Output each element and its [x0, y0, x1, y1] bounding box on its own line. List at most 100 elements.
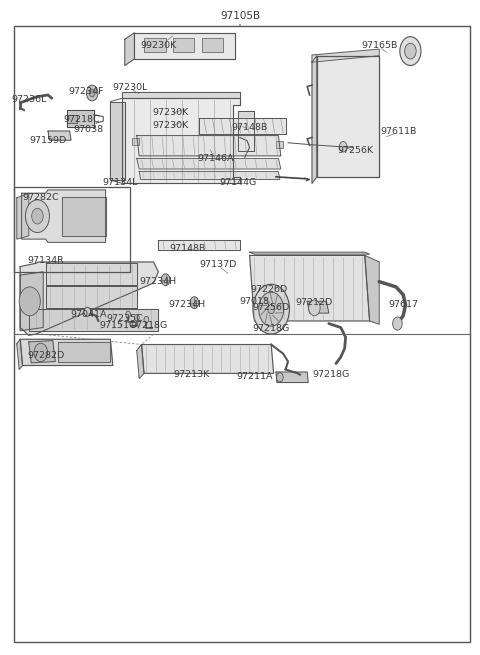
- Polygon shape: [365, 255, 379, 324]
- Text: 97144G: 97144G: [219, 178, 256, 187]
- Text: 97213K: 97213K: [174, 370, 210, 379]
- Circle shape: [253, 284, 289, 334]
- Polygon shape: [122, 92, 240, 98]
- Polygon shape: [62, 196, 106, 236]
- Circle shape: [339, 141, 347, 152]
- Polygon shape: [142, 345, 274, 373]
- Circle shape: [268, 305, 275, 314]
- Polygon shape: [134, 33, 235, 59]
- Text: 97218G: 97218G: [130, 321, 168, 330]
- Text: 97282C: 97282C: [23, 193, 59, 202]
- Polygon shape: [20, 262, 158, 335]
- Circle shape: [259, 292, 284, 326]
- Text: 97235C: 97235C: [107, 314, 143, 323]
- Text: 99230K: 99230K: [140, 41, 177, 50]
- Text: 97148B: 97148B: [231, 123, 268, 132]
- Polygon shape: [67, 110, 94, 127]
- Circle shape: [161, 274, 170, 286]
- Polygon shape: [139, 172, 280, 179]
- Text: 97236L: 97236L: [11, 95, 47, 104]
- Polygon shape: [22, 190, 106, 242]
- Polygon shape: [125, 33, 134, 66]
- Text: 97256D: 97256D: [252, 303, 290, 312]
- Text: 97218G: 97218G: [312, 370, 350, 379]
- Circle shape: [400, 37, 421, 66]
- Text: 97038: 97038: [74, 124, 104, 134]
- Text: 97159D: 97159D: [29, 136, 67, 145]
- Circle shape: [89, 89, 95, 97]
- Polygon shape: [250, 252, 370, 254]
- Polygon shape: [137, 136, 281, 156]
- Text: 97137D: 97137D: [200, 260, 237, 269]
- Text: 97218G: 97218G: [252, 324, 290, 333]
- Circle shape: [190, 297, 199, 309]
- Circle shape: [393, 317, 402, 330]
- Circle shape: [86, 85, 98, 101]
- Circle shape: [276, 373, 283, 382]
- Circle shape: [34, 343, 48, 362]
- Text: 97105B: 97105B: [220, 11, 260, 22]
- Polygon shape: [250, 255, 370, 321]
- Polygon shape: [276, 372, 308, 383]
- Polygon shape: [46, 286, 137, 308]
- Text: 97226D: 97226D: [250, 285, 288, 294]
- Text: 97218C: 97218C: [63, 115, 100, 124]
- Text: 97617: 97617: [388, 300, 418, 309]
- Polygon shape: [317, 56, 379, 177]
- Polygon shape: [312, 56, 317, 183]
- Polygon shape: [29, 341, 55, 363]
- Text: 97230K: 97230K: [152, 108, 189, 117]
- Polygon shape: [17, 339, 23, 369]
- Circle shape: [84, 307, 91, 316]
- Text: 97134L: 97134L: [102, 178, 138, 187]
- Bar: [144, 38, 166, 52]
- Polygon shape: [307, 301, 329, 313]
- Text: 97134R: 97134R: [27, 256, 64, 265]
- Text: 97234F: 97234F: [69, 87, 104, 96]
- Text: 97234H: 97234H: [140, 277, 177, 286]
- Text: 97018: 97018: [240, 297, 269, 306]
- Text: 97212D: 97212D: [296, 298, 333, 307]
- Text: 97282D: 97282D: [27, 350, 64, 360]
- Polygon shape: [20, 339, 113, 365]
- Polygon shape: [20, 272, 43, 331]
- Text: 97611B: 97611B: [380, 126, 417, 136]
- Bar: [14, 187, 130, 272]
- Bar: [173, 38, 194, 52]
- Polygon shape: [29, 309, 158, 331]
- Circle shape: [405, 43, 416, 59]
- Text: 97165B: 97165B: [361, 41, 397, 50]
- Text: 97211A: 97211A: [236, 372, 273, 381]
- Bar: [132, 138, 139, 145]
- Polygon shape: [58, 342, 110, 362]
- Polygon shape: [122, 98, 240, 183]
- Polygon shape: [137, 345, 144, 379]
- Polygon shape: [17, 193, 29, 239]
- Text: 97256K: 97256K: [337, 146, 373, 155]
- Text: 97041A: 97041A: [71, 310, 107, 319]
- Circle shape: [144, 316, 149, 323]
- Text: 97234H: 97234H: [168, 300, 206, 309]
- Circle shape: [134, 314, 139, 321]
- Circle shape: [32, 208, 43, 224]
- Text: 97230K: 97230K: [152, 121, 189, 130]
- Polygon shape: [238, 111, 254, 151]
- Text: 97230L: 97230L: [112, 83, 147, 92]
- Bar: [202, 38, 223, 52]
- Circle shape: [126, 311, 131, 318]
- Circle shape: [25, 200, 49, 233]
- Polygon shape: [46, 263, 137, 285]
- Text: 97151C: 97151C: [99, 321, 136, 330]
- Text: 97146A: 97146A: [198, 154, 234, 163]
- Text: 97148B: 97148B: [169, 244, 205, 253]
- Circle shape: [19, 287, 40, 316]
- Polygon shape: [110, 102, 125, 180]
- Polygon shape: [199, 118, 286, 134]
- Bar: [276, 141, 283, 148]
- Polygon shape: [312, 49, 379, 62]
- Polygon shape: [158, 240, 240, 250]
- Polygon shape: [137, 159, 281, 169]
- Polygon shape: [67, 115, 77, 123]
- Polygon shape: [48, 131, 71, 140]
- Circle shape: [309, 300, 320, 316]
